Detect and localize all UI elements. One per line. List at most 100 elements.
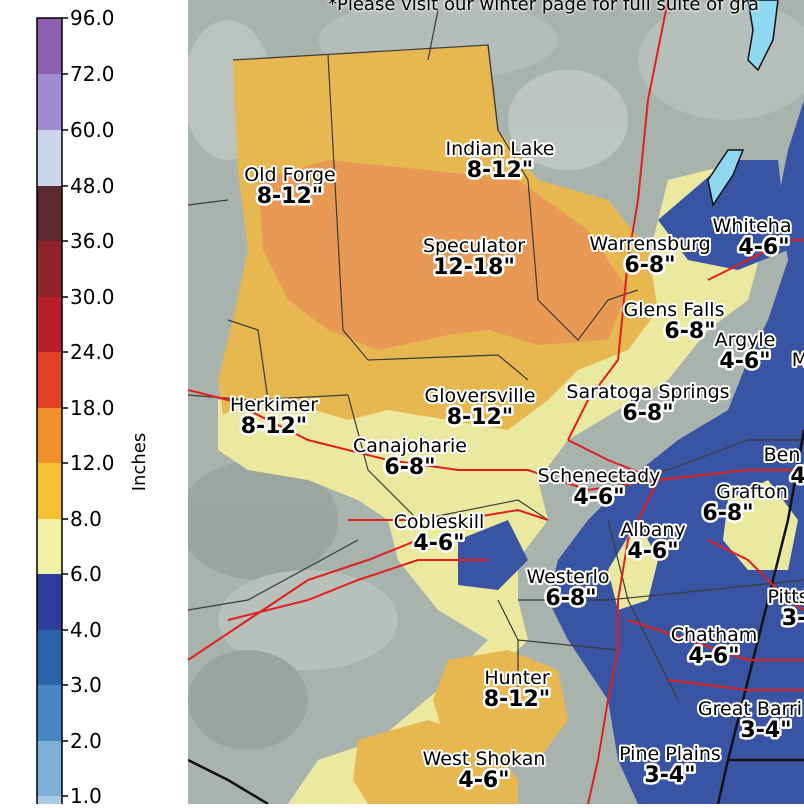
label-argyle: Argyle 4-6" xyxy=(713,327,778,377)
band-8-12-shokan xyxy=(353,720,518,804)
location-labels: Indian Lake 8-12" Old Forge 8-12" Specul… xyxy=(228,136,804,796)
location-name: Ben xyxy=(764,444,801,466)
colorbar-legend: 96.0 72.0 60.0 48.0 36.0 30.0 24.0 18.0 … xyxy=(0,0,188,808)
tick-label: 60.0 xyxy=(70,118,115,142)
colorbar-tick-labels: 96.0 72.0 60.0 48.0 36.0 30.0 24.0 18.0 … xyxy=(70,6,115,808)
location-name: Argyle xyxy=(715,329,776,351)
snow-range: 6-8" xyxy=(545,586,596,611)
swatch-48 xyxy=(37,186,62,241)
label-herkimer: Herkimer 8-12" xyxy=(228,392,320,442)
snow-range: 8-12" xyxy=(484,687,551,712)
snow-range: 3- xyxy=(782,606,804,631)
snow-range: 8-12" xyxy=(241,414,308,439)
tick-label: 24.0 xyxy=(70,340,115,364)
snow-range: 6-8" xyxy=(702,501,753,526)
tick-label: 8.0 xyxy=(70,507,102,531)
colorbar-swatches xyxy=(37,18,62,808)
label-old-forge: Old Forge 8-12" xyxy=(242,162,337,212)
label-westerlo: Westerlo 6-8" xyxy=(524,564,611,614)
location-name: Pine Plains xyxy=(619,743,721,765)
location-name: Saratoga Springs xyxy=(566,381,729,403)
snow-range: 4-6" xyxy=(719,349,770,374)
roads xyxy=(188,0,804,804)
lake-george xyxy=(747,0,779,72)
label-pittsfield: Pitts 3- xyxy=(765,584,804,634)
location-name: Gloversville xyxy=(424,385,535,407)
snow-range: 4-6" xyxy=(458,768,509,793)
tick-label: 30.0 xyxy=(70,285,115,309)
location-name: Glens Falls xyxy=(624,299,725,321)
band-12-18 xyxy=(258,160,628,350)
location-name: Herkimer xyxy=(230,394,318,416)
county-boundaries xyxy=(188,9,804,701)
label-albany: Albany 4-6" xyxy=(618,517,687,567)
swatch-8 xyxy=(37,519,62,574)
snow-range: 4-6" xyxy=(627,539,678,564)
state-boundary xyxy=(188,429,804,804)
location-name: Great Barri xyxy=(698,698,802,720)
tick-label: 36.0 xyxy=(70,229,115,253)
swatch-3 xyxy=(37,685,62,741)
header-note: *Please visit our winter page for full s… xyxy=(328,0,760,15)
label-bennington: Ben 4 xyxy=(762,442,804,492)
location-name: Hunter xyxy=(484,667,550,689)
label-glens-falls: Glens Falls 6-8" xyxy=(622,297,727,347)
swatch-4 xyxy=(37,630,62,685)
snow-range: 4-6" xyxy=(573,485,624,510)
edge-letter: M xyxy=(792,349,804,371)
snow-range: 6-8" xyxy=(624,253,675,278)
colorbar-svg: 96.0 72.0 60.0 48.0 36.0 30.0 24.0 18.0 … xyxy=(36,6,150,808)
location-name: Grafton xyxy=(716,481,788,503)
map-svg: Indian Lake 8-12" Old Forge 8-12" Specul… xyxy=(188,0,804,804)
label-indian-lake: Indian Lake 8-12" xyxy=(444,136,557,186)
label-great-barrington: Great Barri 3-4" xyxy=(696,696,804,746)
tick-label: 3.0 xyxy=(70,673,102,697)
snow-range: 4-6" xyxy=(413,531,464,556)
label-west-shokan: West Shokan 4-6" xyxy=(421,746,548,796)
swatch-30 xyxy=(37,297,62,352)
snow-range: 6-8" xyxy=(664,319,715,344)
swatch-1 xyxy=(37,796,62,808)
swatch-36 xyxy=(37,241,62,297)
swatch-12 xyxy=(37,463,62,519)
location-name: Indian Lake xyxy=(446,138,555,160)
band-4-6-whitehall xyxy=(658,160,788,270)
lake-small xyxy=(707,149,745,207)
label-saratoga-springs: Saratoga Springs 6-8" xyxy=(564,379,731,429)
location-name: Cobleskill xyxy=(394,511,485,533)
snow-range: 4-6" xyxy=(738,235,789,260)
label-canajoharie: Canajoharie 6-8" xyxy=(351,433,469,483)
label-grafton: Grafton 6-8" xyxy=(700,479,790,529)
colorbar-unit-label: Inches xyxy=(129,433,150,491)
location-name: Old Forge xyxy=(244,164,335,186)
location-name: Speculator xyxy=(423,235,525,257)
snow-range: 4 xyxy=(790,464,804,489)
location-name: Canajoharie xyxy=(353,435,467,457)
label-whitehall: Whiteha 4-6" xyxy=(711,213,794,263)
swatch-18 xyxy=(37,408,62,463)
label-gloversville: Gloversville 8-12" xyxy=(422,383,537,433)
tick-label: 6.0 xyxy=(70,562,102,586)
label-pine-plains: Pine Plains 3-4" xyxy=(617,741,723,791)
snow-range: 6-8" xyxy=(384,455,435,480)
tick-label: 48.0 xyxy=(70,174,115,198)
label-schenectady: Schenectady 4-6" xyxy=(536,463,663,513)
tick-label: 72.0 xyxy=(70,62,115,86)
tick-label: 12.0 xyxy=(70,451,115,475)
location-name: Schenectady xyxy=(538,465,661,487)
label-speculator: Speculator 12-18" xyxy=(421,233,527,283)
label-warrensburg: Warrensburg 6-8" xyxy=(587,231,712,281)
snow-range: 3-4" xyxy=(740,718,791,743)
snow-range: 8-12" xyxy=(257,184,324,209)
swatch-60 xyxy=(37,130,62,186)
tick-label: 4.0 xyxy=(70,618,102,642)
swatch-72 xyxy=(37,74,62,130)
band-4-6 xyxy=(548,100,804,804)
label-chatham: Chatham 4-6" xyxy=(669,622,760,672)
location-name: Westerlo xyxy=(526,566,609,588)
location-name: West Shokan xyxy=(423,748,546,770)
location-name: Pitts xyxy=(767,586,804,608)
label-hunter: Hunter 8-12" xyxy=(481,665,553,715)
band-6-8-grafton xyxy=(723,480,798,570)
snow-range: 4-6" xyxy=(688,644,739,669)
